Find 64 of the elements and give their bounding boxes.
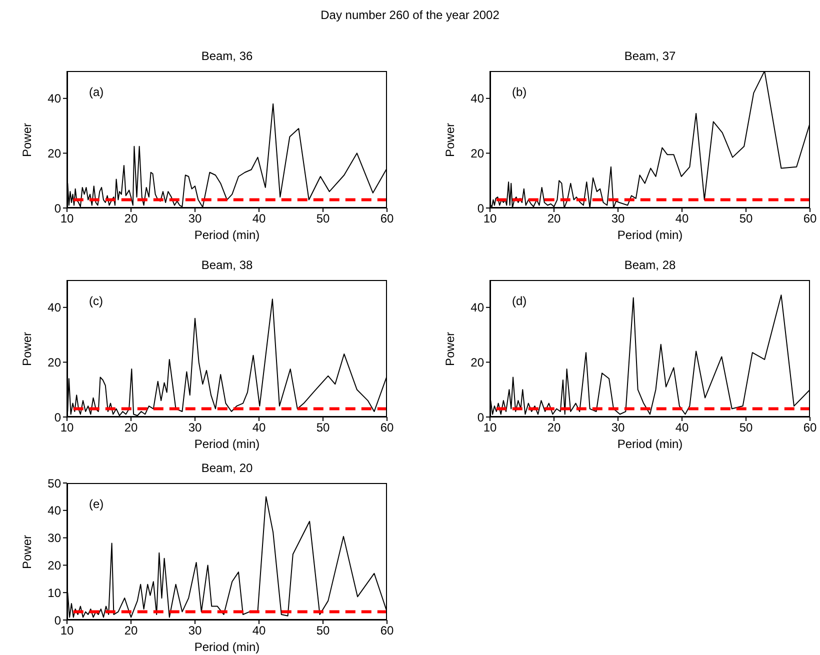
x-tick-label: 60	[380, 420, 394, 435]
y-tick-label: 40	[470, 92, 484, 106]
y-tick-label: 0	[54, 201, 62, 216]
y-tick-label: 40	[48, 92, 62, 106]
x-axis-title: Period (min)	[193, 437, 261, 451]
y-tick-label: 50	[48, 476, 62, 490]
x-tick-label: 40	[252, 212, 266, 226]
x-tick-label: 30	[611, 420, 625, 435]
y-tick-label: 10	[48, 586, 62, 600]
x-tick-label: 40	[675, 420, 689, 435]
x-tick-label: 50	[316, 624, 330, 638]
x-tick-label: 20	[124, 420, 138, 435]
x-tick-label: 60	[380, 624, 394, 638]
chart-title: Beam, 38	[200, 258, 254, 272]
y-axis-title: Power	[20, 534, 34, 569]
x-tick-label: 30	[188, 212, 202, 226]
y-tick-label: 20	[48, 558, 62, 572]
x-tick-label: 20	[124, 624, 138, 638]
x-tick-label: 50	[739, 420, 753, 435]
y-tick-label: 30	[48, 531, 62, 546]
annotation: (e)	[89, 497, 104, 511]
y-axis-title: Power	[443, 122, 457, 157]
x-tick-label: 50	[739, 212, 753, 226]
y-tick-label: 0	[477, 410, 484, 424]
y-tick-label: 0	[54, 613, 62, 628]
x-tick-label: 30	[611, 212, 625, 226]
annotation: (d)	[512, 294, 527, 308]
x-tick-label: 40	[252, 420, 266, 435]
x-tick-label: 40	[252, 624, 266, 638]
x-tick-label: 30	[188, 420, 202, 435]
y-tick-label: 20	[470, 355, 484, 370]
y-axis-title: Power	[443, 331, 457, 366]
y-tick-label: 0	[477, 201, 484, 216]
y-tick-label: 40	[470, 300, 484, 315]
annotation: (b)	[512, 85, 527, 99]
x-tick-label: 50	[316, 212, 330, 226]
x-tick-label: 20	[124, 212, 138, 226]
x-tick-label: 50	[316, 420, 330, 435]
y-tick-label: 40	[48, 300, 62, 315]
x-axis-title: Period (min)	[616, 228, 684, 242]
chart-title: Beam, 36	[200, 49, 254, 63]
x-axis-title: Period (min)	[193, 640, 261, 654]
y-axis-title: Power	[20, 331, 34, 366]
y-tick-label: 40	[48, 504, 62, 518]
x-axis-title: Period (min)	[193, 228, 261, 242]
chart-title: Beam, 20	[200, 461, 254, 475]
chart-title: Beam, 37	[623, 49, 677, 63]
y-tick-label: 20	[48, 146, 62, 160]
x-tick-label: 60	[803, 420, 817, 435]
x-tick-label: 20	[547, 420, 561, 435]
x-tick-label: 40	[675, 212, 689, 226]
y-axis-title: Power	[20, 122, 34, 157]
y-tick-label: 20	[48, 355, 62, 370]
x-tick-label: 60	[380, 212, 394, 226]
annotation: (c)	[89, 294, 103, 308]
x-tick-label: 30	[188, 624, 202, 638]
annotation: (a)	[89, 85, 104, 99]
y-tick-label: 0	[54, 410, 62, 424]
text: Day number 260 of the year 2002	[320, 8, 500, 22]
chart-title: Beam, 28	[623, 258, 677, 272]
x-tick-label: 60	[803, 212, 817, 226]
y-tick-label: 20	[470, 146, 484, 160]
x-axis-title: Period (min)	[616, 437, 684, 451]
x-tick-label: 20	[547, 212, 561, 226]
